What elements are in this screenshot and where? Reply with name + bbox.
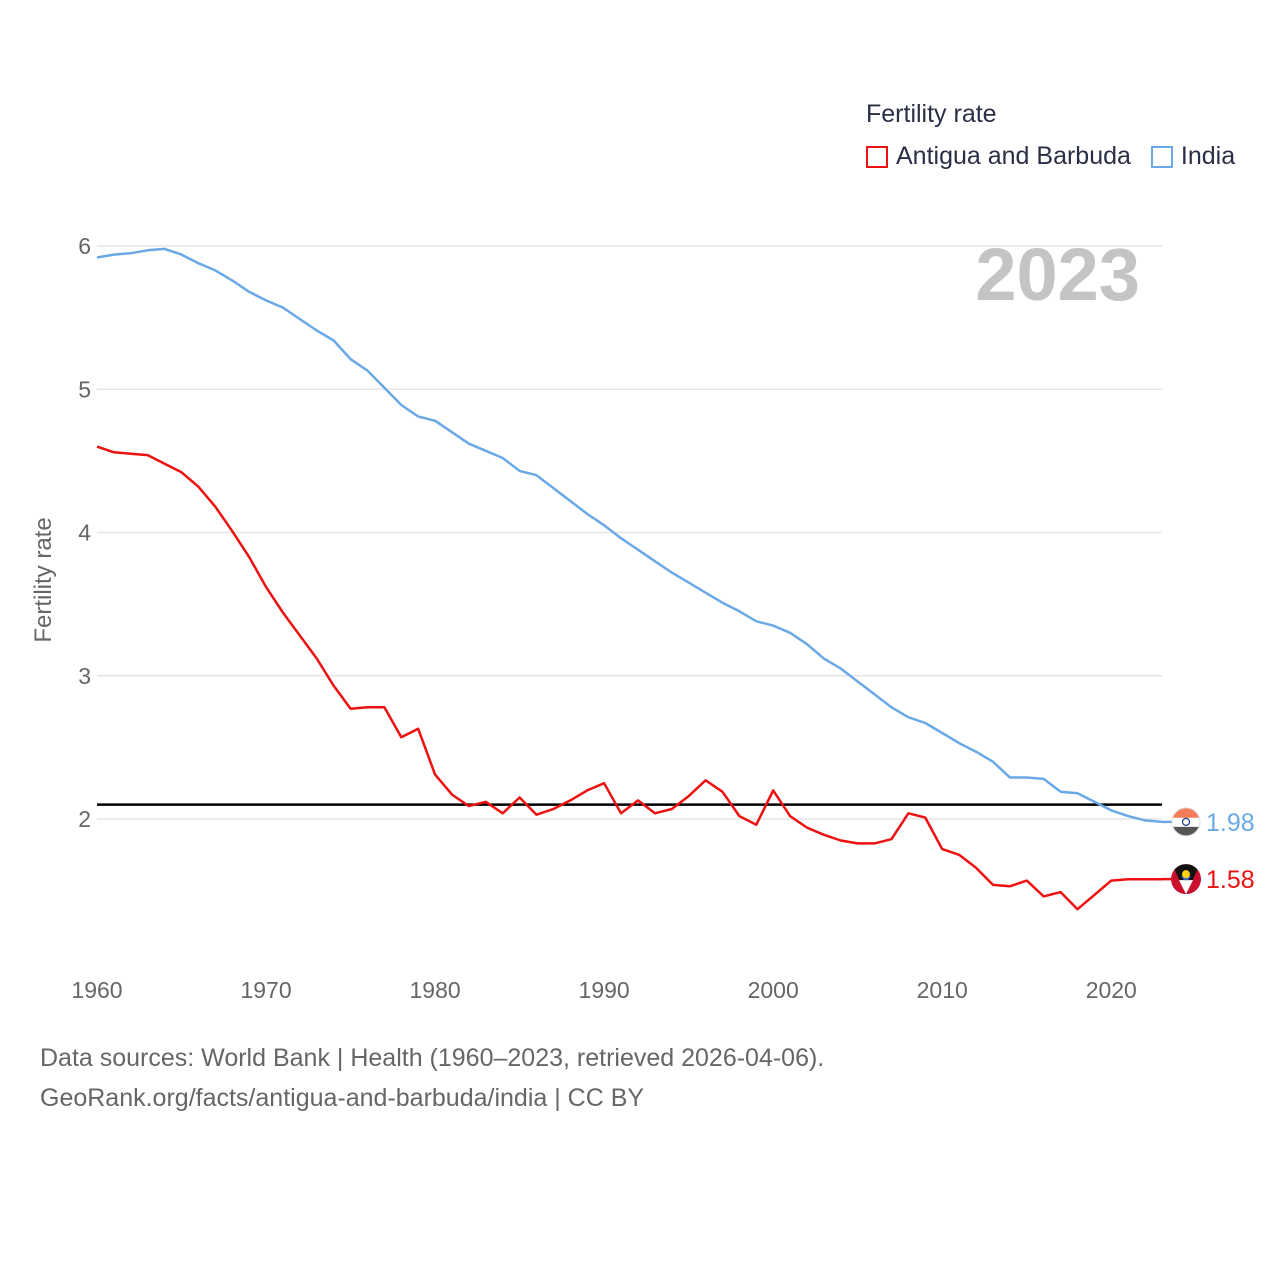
x-tick-label: 2000 <box>748 977 799 1003</box>
x-tick-label: 1990 <box>579 977 630 1003</box>
year-watermark: 2023 <box>975 233 1140 316</box>
series-line-antigua-and-barbuda <box>96 445 1162 911</box>
y-tick-label: 3 <box>78 663 91 689</box>
y-tick-label: 2 <box>78 806 91 832</box>
series-line-india <box>96 247 1163 824</box>
x-tick-label: 2020 <box>1086 977 1137 1003</box>
india-flag-icon <box>1171 807 1201 837</box>
legend-label-antigua: Antigua and Barbuda <box>896 142 1131 170</box>
legend: Antigua and Barbuda India <box>866 142 1255 171</box>
legend-swatch-india <box>1150 145 1173 168</box>
y-axis-label: Fertility rate <box>30 517 57 642</box>
x-tick-label: 1980 <box>410 977 461 1003</box>
end-value-label-antigua-and-barbuda: 1.58 <box>1206 866 1255 894</box>
legend-title: Fertility rate <box>866 100 997 128</box>
x-tick-label: 1970 <box>240 977 291 1003</box>
antigua-flag-icon <box>1171 864 1201 895</box>
end-value-label-india: 1.98 <box>1206 809 1255 837</box>
y-tick-label: 5 <box>78 376 91 402</box>
data-source-note: Data sources: World Bank | Health (1960–… <box>40 1044 825 1072</box>
y-tick-label: 6 <box>78 233 91 259</box>
legend-swatch-antigua <box>866 145 888 168</box>
x-tick-label: 2010 <box>917 977 968 1003</box>
legend-item-antigua[interactable]: Antigua and Barbuda <box>866 142 1131 171</box>
legend-label-india: India <box>1180 142 1236 170</box>
x-tick-label: 1960 <box>71 977 122 1003</box>
source-url-license: GeoRank.org/facts/antigua-and-barbuda/in… <box>40 1084 645 1112</box>
legend-item-india[interactable]: India <box>1150 142 1236 171</box>
y-tick-label: 4 <box>78 520 91 546</box>
